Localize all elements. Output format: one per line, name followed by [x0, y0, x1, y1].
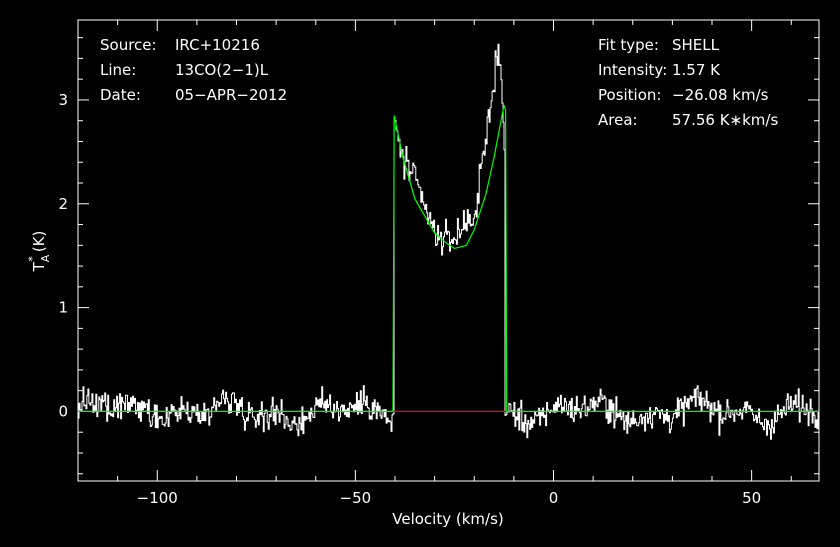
info-right-key: Position: [598, 86, 661, 104]
y-axis-label-sup: * [26, 256, 39, 262]
x-tick-label: 0 [549, 489, 559, 507]
info-left-value: 13CO(2−1)L [175, 61, 269, 79]
info-left-key: Line: [100, 61, 136, 79]
info-right-value: −26.08 km/s [672, 86, 769, 104]
y-tick-label: 1 [58, 299, 68, 317]
x-tick-label: −100 [137, 489, 178, 507]
y-axis-label: TA* (K) [26, 231, 52, 273]
shell-fit-series [78, 104, 819, 412]
y-tick-label: 2 [58, 195, 68, 213]
info-right-value: 1.57 K [672, 61, 721, 79]
y-axis-label-main: T [30, 261, 48, 272]
x-axis-label: Velocity (km/s) [392, 510, 503, 528]
info-left-key: Source: [100, 36, 157, 54]
info-left-value: 05−APR−2012 [175, 86, 287, 104]
x-tick-label: −50 [340, 489, 372, 507]
spectrum-series [78, 43, 819, 440]
info-right-value: 57.56 K∗km/s [672, 111, 778, 129]
plot-frame [77, 19, 820, 482]
y-tick-label: 0 [58, 402, 68, 420]
y-axis-label-unit: (K) [30, 231, 48, 253]
info-right-key: Area: [598, 111, 638, 129]
axis-tick-labels: −100 −50 0 50 0 1 2 3 [58, 91, 761, 507]
info-block-left: Source: IRC+10216 Line: 13CO(2−1)L Date: 05−A… [100, 36, 287, 104]
info-left-value: IRC+10216 [175, 36, 260, 54]
info-left-key: Date: [100, 86, 141, 104]
info-block-right: Fit type: SHELL Intensity: 1.57 K Position: −… [598, 36, 778, 129]
svg-text:TA*(K): TA* (K) [26, 231, 52, 273]
y-axis-label-sub: A [39, 254, 52, 262]
info-right-value: SHELL [672, 36, 720, 54]
y-tick-label: 3 [58, 91, 68, 109]
info-right-key: Fit type: [598, 36, 659, 54]
info-right-key: Intensity: [598, 61, 667, 79]
x-tick-label: 50 [742, 489, 761, 507]
